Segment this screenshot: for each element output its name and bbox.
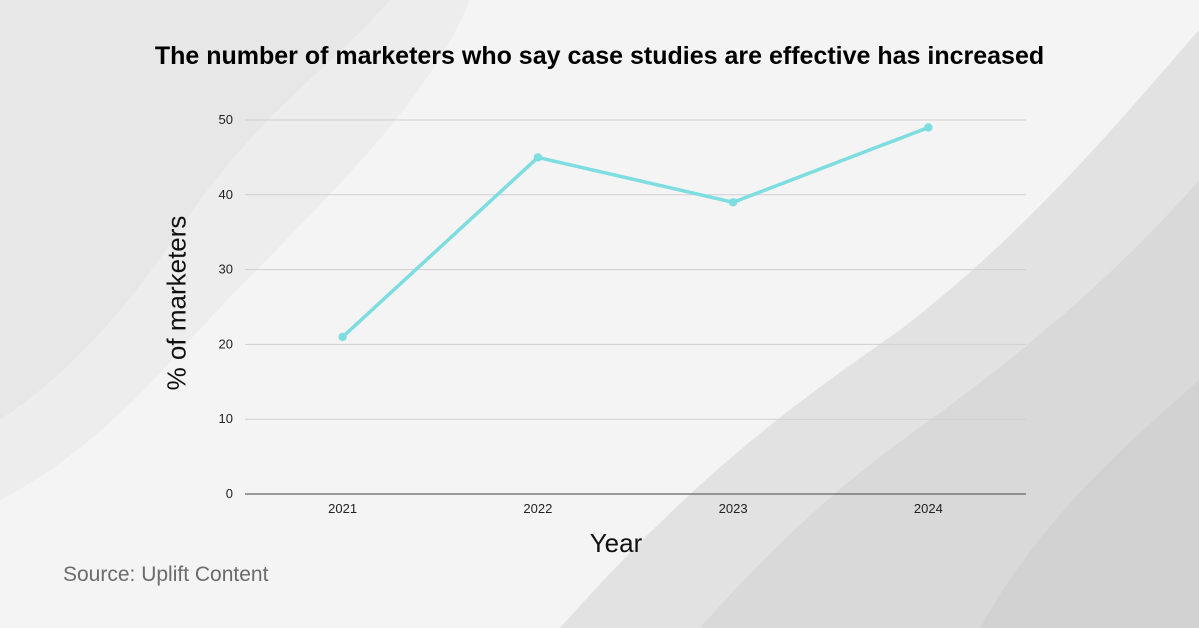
data-point xyxy=(533,153,543,162)
y-tick-labels: 0 10 20 30 40 50 xyxy=(219,112,233,501)
x-tick-label: 2022 xyxy=(523,501,552,516)
y-tick-label: 20 xyxy=(219,336,233,351)
x-tick-label: 2024 xyxy=(914,501,943,516)
data-point xyxy=(924,123,933,132)
y-tick-label: 0 xyxy=(226,486,233,501)
series-line-path xyxy=(340,125,931,339)
x-tick-label: 2023 xyxy=(719,501,748,516)
data-point xyxy=(338,332,347,342)
chart-title: The number of marketers who say case stu… xyxy=(154,42,1045,70)
gridlines xyxy=(245,119,1026,495)
y-axis-label: % of marketers xyxy=(161,215,192,391)
x-tick-label: 2021 xyxy=(328,501,357,516)
x-axis-label: Year xyxy=(589,528,643,558)
y-tick-label: 50 xyxy=(219,112,233,127)
source-note: Source: Uplift Content xyxy=(63,563,269,586)
series-line xyxy=(338,123,933,342)
y-tick-label: 30 xyxy=(219,262,233,277)
data-point xyxy=(728,198,738,207)
y-tick-label: 10 xyxy=(219,411,233,426)
x-tick-labels: 2021 2022 2023 2024 xyxy=(328,501,943,516)
y-tick-label: 40 xyxy=(219,187,233,202)
